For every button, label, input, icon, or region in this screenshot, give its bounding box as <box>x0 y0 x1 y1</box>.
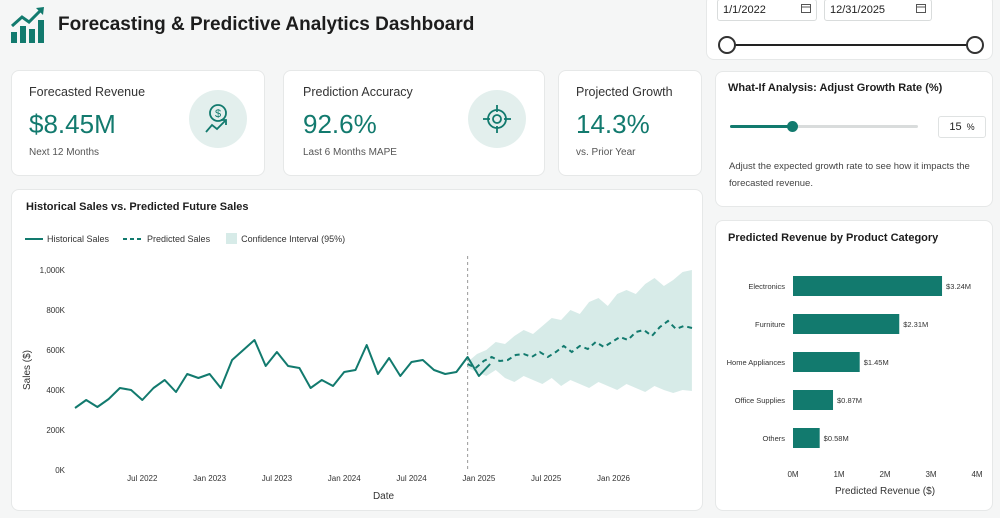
kpi-subtitle: Next 12 Months <box>29 147 100 158</box>
line-chart: 0K 200K 400K 600K 800K 1,000K Jul 2022 Jan 2023… <box>22 256 693 502</box>
x-tick-label: 3M <box>925 470 936 479</box>
bar-value-label: $0.87M <box>837 396 862 405</box>
svg-text:$: $ <box>215 108 221 120</box>
historical-sales-line <box>74 339 491 409</box>
category-bar <box>793 276 943 296</box>
growth-rate-slider-fill <box>730 125 793 128</box>
bar-chart-title: Predicted Revenue by Product Category <box>728 232 939 244</box>
calendar-icon <box>916 4 926 13</box>
what-if-title: What-If Analysis: Adjust Growth Rate (%) <box>728 82 943 94</box>
date-range-filter: 1/1/2022 12/31/2025 <box>706 0 993 60</box>
x-tick-label: Jul 2024 <box>396 474 427 483</box>
growth-chart-logo-icon <box>10 7 44 43</box>
y-axis-title: Sales ($) <box>22 350 33 390</box>
line-chart-legend: Historical Sales Predicted Sales Confide… <box>25 233 345 244</box>
what-if-panel: What-If Analysis: Adjust Growth Rate (%)… <box>715 71 993 207</box>
category-label: Home Appliances <box>727 358 786 367</box>
growth-rate-slider-thumb[interactable] <box>787 121 799 132</box>
category-revenue-chart-card: Predicted Revenue by Product Category El… <box>715 220 993 511</box>
x-tick-label: Jul 2023 <box>262 474 293 483</box>
legend-predicted-label: Predicted Sales <box>147 233 211 244</box>
x-tick-label: 0M <box>787 470 798 479</box>
dollar-growth-icon: $ <box>189 90 247 148</box>
date-range-start-handle[interactable] <box>718 36 736 54</box>
growth-rate-unit: % <box>966 122 975 132</box>
x-tick-label: 1M <box>833 470 844 479</box>
growth-rate-slider-track[interactable] <box>730 125 918 128</box>
category-label: Furniture <box>755 320 785 329</box>
sales-forecast-chart-card: Historical Sales vs. Predicted Future Sa… <box>11 189 703 511</box>
category-label: Others <box>762 434 785 443</box>
kpi-card-forecasted-revenue: Forecasted Revenue $8.45M Next 12 Months… <box>11 70 265 176</box>
x-tick-label: 2M <box>879 470 890 479</box>
end-date-input[interactable]: 12/31/2025 <box>824 0 932 21</box>
x-tick-label: Jan 2024 <box>328 474 361 483</box>
growth-rate-input[interactable]: 15 % <box>938 116 986 138</box>
line-chart-title: Historical Sales vs. Predicted Future Sa… <box>26 201 249 213</box>
bar-value-label: $3.24M <box>946 282 971 291</box>
category-bar <box>793 352 860 372</box>
legend-confidence-label: Confidence Interval (95%) <box>241 233 346 244</box>
confidence-interval-band <box>467 270 692 393</box>
target-icon <box>468 90 526 148</box>
legend-historical-swatch <box>25 237 43 240</box>
kpi-subtitle: vs. Prior Year <box>576 147 636 158</box>
bar-chart: Electronics $3.24M Furniture $2.31M Home App… <box>727 276 983 497</box>
growth-rate-value: 15 <box>949 121 962 133</box>
page-title: Forecasting & Predictive Analytics Dashb… <box>58 14 475 35</box>
kpi-card-prediction-accuracy: Prediction Accuracy 92.6% Last 6 Months … <box>283 70 545 176</box>
x-tick-label: Jan 2026 <box>597 474 630 483</box>
category-bar <box>793 428 820 448</box>
category-bar <box>793 390 834 410</box>
date-range-track <box>727 44 975 46</box>
category-label: Electronics <box>748 282 785 291</box>
kpi-subtitle: Last 6 Months MAPE <box>303 147 397 158</box>
kpi-value: $8.45M <box>29 109 116 139</box>
start-date-value: 1/1/2022 <box>723 4 766 16</box>
predicted-sales-line <box>467 319 693 370</box>
x-tick-label: 4M <box>971 470 982 479</box>
end-date-value: 12/31/2025 <box>830 4 886 16</box>
x-axis-title: Predicted Revenue ($) <box>835 486 935 497</box>
kpi-label: Prediction Accuracy <box>303 85 413 99</box>
kpi-value: 92.6% <box>303 109 377 139</box>
legend-historical-label: Historical Sales <box>47 233 110 244</box>
what-if-description: Adjust the expected growth rate to see h… <box>729 161 970 189</box>
kpi-label: Projected Growth <box>576 85 673 99</box>
bar-value-label: $0.58M <box>824 434 849 443</box>
legend-predicted-swatch <box>123 237 144 240</box>
calendar-icon <box>801 4 811 13</box>
x-tick-label: Jan 2023 <box>193 474 226 483</box>
y-tick-label: 200K <box>46 426 65 435</box>
y-tick-label: 400K <box>46 386 65 395</box>
kpi-label: Forecasted Revenue <box>29 85 146 99</box>
category-bar <box>793 314 900 334</box>
start-date-input[interactable]: 1/1/2022 <box>717 0 817 21</box>
category-label: Office Supplies <box>735 396 786 405</box>
y-tick-label: 0K <box>55 466 65 475</box>
date-range-end-handle[interactable] <box>966 36 984 54</box>
kpi-card-projected-growth: Projected Growth 14.3% vs. Prior Year <box>558 70 702 176</box>
legend-confidence-swatch <box>226 233 238 244</box>
bar-value-label: $2.31M <box>903 320 928 329</box>
x-tick-label: Jan 2025 <box>462 474 495 483</box>
kpi-value: 14.3% <box>576 109 650 139</box>
x-axis-title: Date <box>373 491 395 502</box>
y-tick-label: 600K <box>46 346 65 355</box>
x-tick-label: Jul 2025 <box>531 474 562 483</box>
y-tick-label: 800K <box>46 306 65 315</box>
x-tick-label: Jul 2022 <box>127 474 158 483</box>
app-header: Forecasting & Predictive Analytics Dashb… <box>10 6 474 44</box>
bar-value-label: $1.45M <box>864 358 889 367</box>
y-tick-label: 1,000K <box>40 266 66 275</box>
